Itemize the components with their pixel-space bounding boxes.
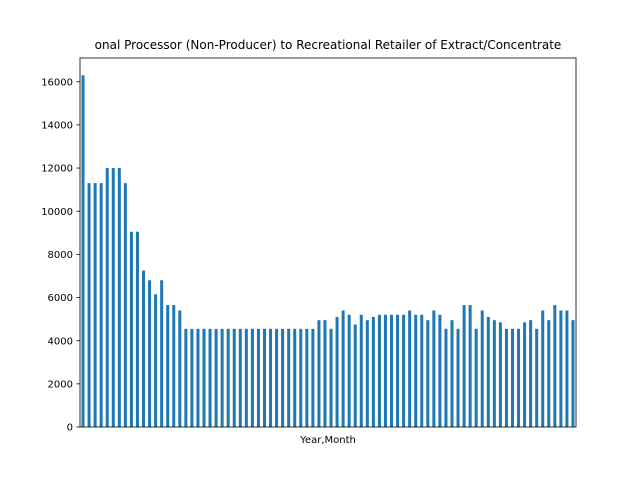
bar — [81, 75, 85, 427]
bar — [148, 280, 152, 427]
bar — [426, 320, 430, 427]
bar — [347, 314, 351, 427]
bar — [293, 328, 297, 427]
bar — [571, 320, 575, 427]
bar — [486, 316, 490, 427]
bar — [244, 328, 248, 427]
bars-group — [81, 75, 575, 428]
bar — [474, 328, 478, 427]
bar — [305, 328, 309, 427]
bar — [559, 310, 563, 427]
bar — [371, 316, 375, 427]
bar — [510, 328, 514, 427]
bar — [480, 310, 484, 427]
bar — [129, 231, 133, 427]
bar — [504, 328, 508, 427]
bar — [111, 168, 115, 428]
bar — [87, 183, 91, 427]
bar — [317, 320, 321, 427]
bar — [414, 314, 418, 427]
bar — [529, 320, 533, 427]
bar — [262, 328, 266, 427]
bar — [523, 322, 527, 427]
bar — [365, 320, 369, 427]
bar — [142, 270, 146, 427]
bar — [226, 328, 230, 427]
y-tick-label: 6000 — [48, 293, 73, 304]
bar — [383, 314, 387, 427]
bar — [166, 305, 170, 427]
bar — [341, 310, 345, 427]
y-tick-label: 12000 — [41, 164, 73, 175]
bar — [281, 328, 285, 427]
bar — [450, 320, 454, 427]
x-axis-label: Year,Month — [299, 435, 356, 446]
bar — [275, 328, 279, 427]
bar — [184, 328, 188, 427]
y-tick-label: 0 — [67, 423, 73, 434]
bar — [196, 328, 200, 427]
bar — [359, 314, 363, 427]
chart-title: onal Processor (Non-Producer) to Recreat… — [95, 38, 562, 52]
y-tick-label: 8000 — [48, 250, 73, 261]
bar — [377, 314, 381, 427]
bar — [498, 322, 502, 427]
bar — [117, 168, 121, 428]
bar — [408, 310, 412, 427]
bar — [541, 310, 545, 427]
bar — [190, 328, 194, 427]
y-tick-label: 10000 — [41, 207, 73, 218]
bar — [287, 328, 291, 427]
bar — [468, 305, 472, 427]
bar — [105, 168, 109, 428]
bar — [99, 183, 103, 427]
bar — [492, 320, 496, 427]
bar — [178, 310, 182, 427]
bar — [214, 328, 218, 427]
bar — [93, 183, 97, 427]
bar — [438, 314, 442, 427]
bar — [299, 328, 303, 427]
bar — [390, 314, 394, 427]
y-tick-label: 2000 — [48, 379, 73, 390]
bar — [135, 231, 139, 427]
bar — [154, 294, 158, 427]
bar — [353, 324, 357, 427]
bar — [402, 314, 406, 427]
bar — [256, 328, 260, 427]
bar — [329, 328, 333, 427]
y-tick-label: 14000 — [41, 120, 73, 131]
bar — [547, 320, 551, 427]
bar — [311, 328, 315, 427]
y-tick-label: 4000 — [48, 336, 73, 347]
bar — [565, 310, 569, 427]
bar — [335, 316, 339, 427]
bar — [432, 310, 436, 427]
bar — [535, 328, 539, 427]
y-tick-label: 16000 — [41, 77, 73, 88]
bar — [396, 314, 400, 427]
bar — [462, 305, 466, 427]
axes-frame — [79, 57, 577, 428]
bar — [323, 320, 327, 427]
bar — [238, 328, 242, 427]
bar — [420, 314, 424, 427]
bar — [202, 328, 206, 427]
y-axis: 0 2000 4000 6000 8000 10000 12000 14000 16000 — [41, 77, 80, 434]
bar — [172, 305, 176, 427]
bar — [269, 328, 273, 427]
bar — [220, 328, 224, 427]
bar — [232, 328, 236, 427]
bar — [123, 183, 127, 427]
bar — [208, 328, 212, 427]
bar — [250, 328, 254, 427]
bar — [444, 328, 448, 427]
bar — [553, 305, 557, 427]
bar — [160, 280, 164, 427]
bar — [456, 328, 460, 427]
bar — [517, 328, 521, 427]
